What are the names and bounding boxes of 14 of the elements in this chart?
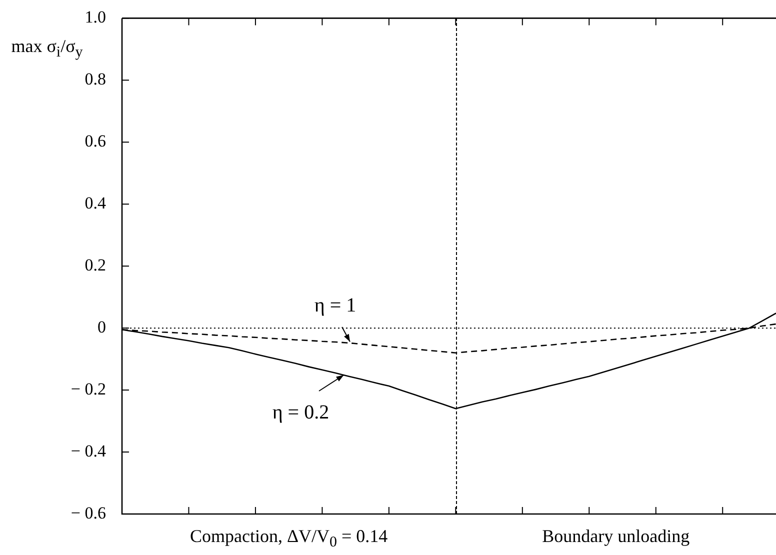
y-tick-label: 0.6 — [84, 132, 106, 151]
y-tick-label: 0 — [98, 318, 106, 337]
y-tick-label: 0.8 — [84, 70, 106, 89]
y-tick-label: − 0.4 — [70, 441, 106, 460]
y-tick-label: 0.2 — [84, 256, 106, 275]
annotation: η = 1 — [314, 294, 356, 318]
annotation: η = 0.2 — [272, 401, 330, 424]
y-tick-label: 1.0 — [84, 8, 106, 27]
y-tick-label: − 0.2 — [70, 380, 106, 399]
text: Boundary unloading — [542, 526, 690, 547]
y-axis-title: max σ$_{i}$/σ$_{y}$ — [10, 36, 84, 62]
y-tick-label: 0.4 — [84, 194, 106, 213]
y-tick-label: − 0.6 — [70, 503, 106, 522]
text: Compaction, ΔV/V$_{0}$ = 0.14 — [190, 526, 388, 552]
